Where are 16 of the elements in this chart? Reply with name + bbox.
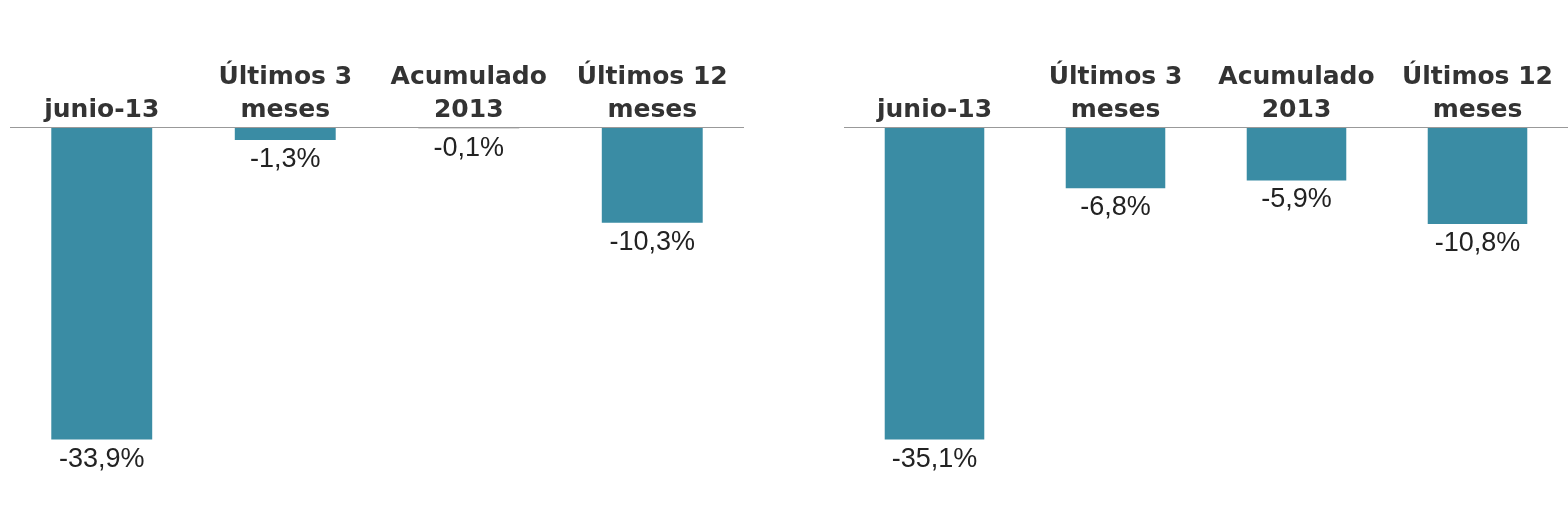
data-label: -35,1% <box>891 442 978 473</box>
x-tick-label: Últimos 12 meses <box>1402 60 1553 123</box>
data-label: -33,9% <box>58 442 145 473</box>
data-label: -0,1% <box>433 131 505 162</box>
data-label: -1,3% <box>249 142 321 173</box>
x-tick-label: Acumulado 2013 <box>390 61 547 123</box>
data-label: -6,8% <box>1080 191 1151 222</box>
x-tick-label: Últimos 3 meses <box>218 60 353 123</box>
x-tick-label: junio-13 <box>43 93 160 123</box>
x-tick-label: Acumulado 2013 <box>1218 61 1375 123</box>
x-tick-label: Últimos 3 meses <box>1048 60 1183 123</box>
data-label: -5,9% <box>1261 183 1332 214</box>
x-tick-label: Últimos 12 meses <box>576 60 728 123</box>
data-label: -10,8% <box>1434 226 1521 257</box>
x-tick-label: junio-13 <box>875 93 993 123</box>
data-label: -10,3% <box>609 225 696 256</box>
